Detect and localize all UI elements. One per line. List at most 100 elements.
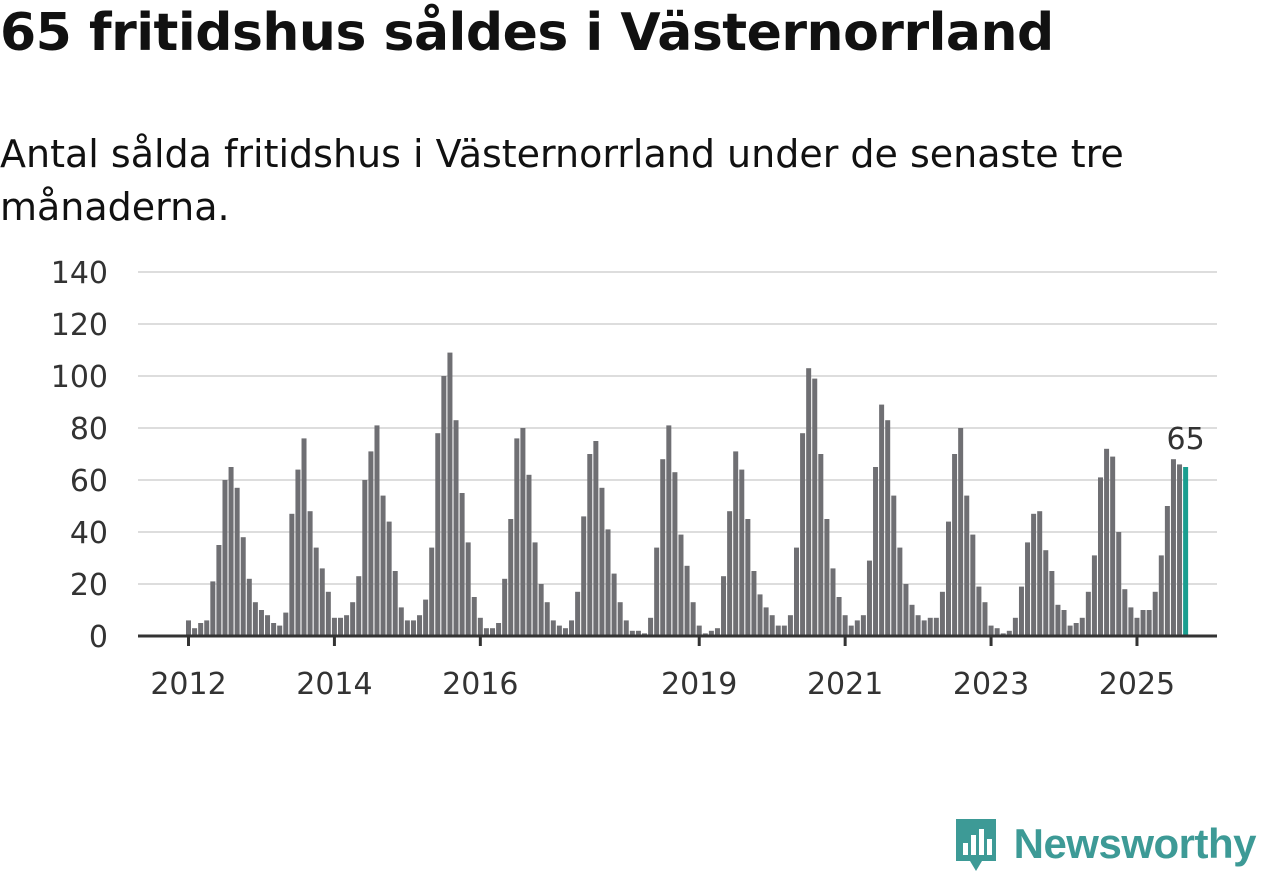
bar xyxy=(550,620,556,636)
bar xyxy=(471,597,477,636)
bar xyxy=(842,615,848,636)
bar xyxy=(721,576,727,636)
bar xyxy=(1152,591,1158,636)
bar xyxy=(787,615,793,636)
bar xyxy=(1104,448,1110,636)
gridlines xyxy=(138,271,1217,585)
bar xyxy=(891,495,897,636)
bar xyxy=(544,602,550,636)
bar xyxy=(502,578,508,636)
bar xyxy=(265,615,271,636)
bar xyxy=(1128,607,1134,636)
bar xyxy=(745,519,751,636)
bar xyxy=(258,610,264,636)
bar xyxy=(727,511,733,636)
bar xyxy=(672,472,678,636)
bar xyxy=(781,625,787,636)
bar xyxy=(423,599,429,636)
y-tick-label: 40 xyxy=(70,516,108,551)
bars xyxy=(186,352,1189,636)
bar xyxy=(994,628,1000,636)
bar xyxy=(946,521,951,636)
bar xyxy=(283,612,289,636)
bar xyxy=(763,607,769,636)
bar xyxy=(927,617,933,636)
chart-subtitle: Antal sålda fritidshus i Västernorrland … xyxy=(0,132,1124,230)
bar xyxy=(648,617,654,636)
bar xyxy=(429,547,435,636)
chart-title: 65 fritidshus såldes i Västernorrland xyxy=(0,3,1054,63)
bar xyxy=(1006,630,1012,636)
bar xyxy=(374,425,380,636)
bar xyxy=(410,620,416,636)
bar xyxy=(289,513,295,636)
bar xyxy=(496,623,502,636)
bar xyxy=(666,425,672,636)
bar xyxy=(623,620,629,636)
bar xyxy=(1085,591,1091,636)
bar xyxy=(538,584,544,636)
bar xyxy=(313,547,319,636)
bar xyxy=(386,521,392,636)
bar xyxy=(660,459,666,636)
bar xyxy=(964,495,970,636)
bar xyxy=(398,607,404,636)
bar xyxy=(514,438,520,636)
bar xyxy=(654,547,660,636)
bar xyxy=(198,623,204,636)
bar xyxy=(733,451,739,636)
bar xyxy=(836,597,842,636)
bar xyxy=(915,615,921,636)
bar xyxy=(1170,459,1176,636)
bar xyxy=(976,586,982,636)
bar xyxy=(465,542,471,636)
bar xyxy=(757,594,763,636)
bar xyxy=(252,602,258,636)
x-tick-label: 2014 xyxy=(296,667,372,702)
brand-name: Newsworthy xyxy=(1013,820,1257,867)
bar xyxy=(368,451,374,636)
bar xyxy=(301,438,307,636)
bar xyxy=(982,602,988,636)
bar xyxy=(593,441,599,636)
x-tick-label: 2016 xyxy=(442,667,518,702)
bar xyxy=(331,617,337,636)
bar xyxy=(684,565,690,636)
bar xyxy=(216,545,222,636)
y-tick-label: 0 xyxy=(89,620,108,655)
bar xyxy=(739,469,745,636)
bar xyxy=(441,376,447,636)
bar xyxy=(380,495,386,636)
bar xyxy=(794,547,799,636)
bar xyxy=(392,571,398,636)
bar xyxy=(477,617,483,636)
bar xyxy=(903,584,909,636)
latest-value-label: 65 xyxy=(1167,422,1205,457)
bar xyxy=(447,352,453,636)
bar xyxy=(605,529,611,636)
bar xyxy=(873,467,879,636)
bar xyxy=(453,420,459,636)
x-axis-labels: 2012 2014 2016 2019 2021 2023 2025 xyxy=(150,636,1175,702)
bar xyxy=(556,625,562,636)
bar xyxy=(569,620,575,636)
bar xyxy=(1055,604,1061,636)
bar xyxy=(192,628,198,636)
bar xyxy=(806,368,812,636)
bar xyxy=(295,469,301,636)
bar xyxy=(611,573,617,636)
bar xyxy=(240,537,246,636)
bar xyxy=(1012,617,1018,636)
y-tick-label: 60 xyxy=(70,464,108,499)
bar xyxy=(1049,571,1055,636)
bar xyxy=(952,454,958,636)
bar xyxy=(775,625,781,636)
bar xyxy=(350,602,356,636)
y-axis-labels: 0 20 40 60 80 100 120 140 xyxy=(51,256,108,655)
bar xyxy=(1073,623,1079,636)
x-tick-label: 2021 xyxy=(807,667,883,702)
bar xyxy=(599,487,605,636)
bar xyxy=(404,620,410,636)
bar xyxy=(1140,610,1146,636)
